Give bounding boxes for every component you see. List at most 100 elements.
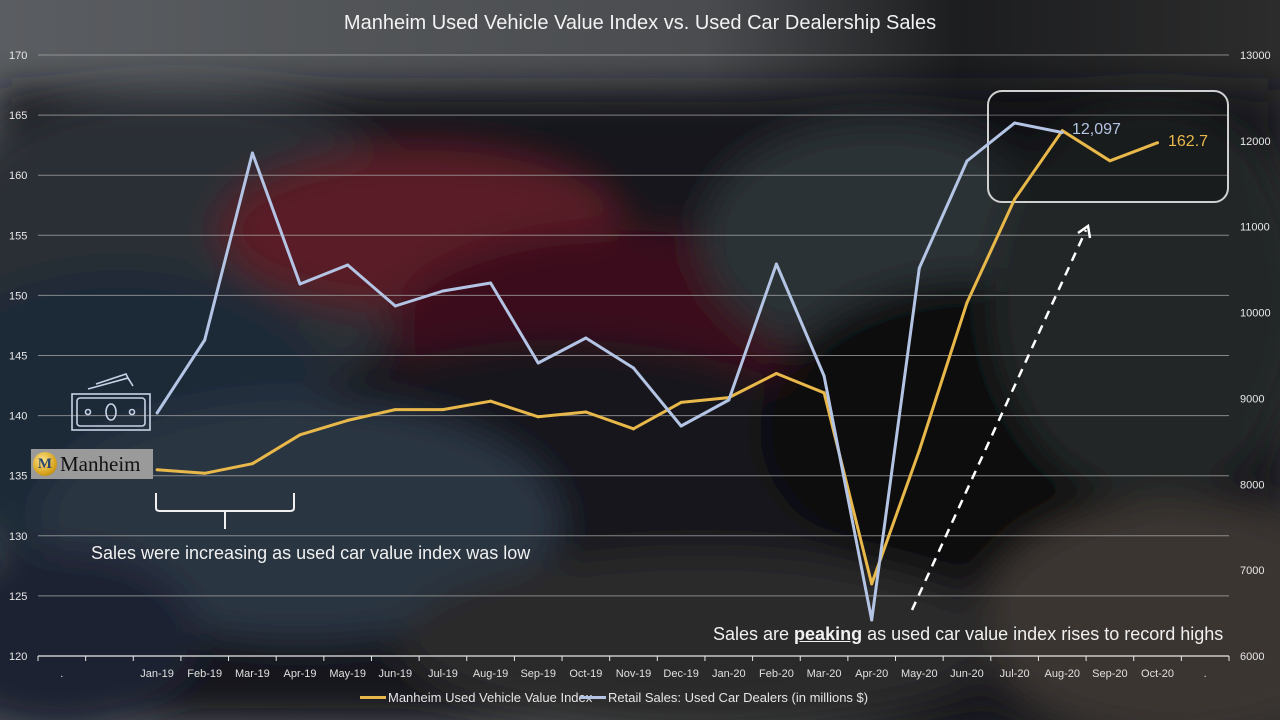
data-point-index <box>1156 141 1160 145</box>
chart-title: Manheim Used Vehicle Value Index vs. Use… <box>343 12 937 34</box>
right-axis-tick-label: 11000 <box>1240 222 1270 234</box>
right-axis-ticks: 6000 7000 8000 9000 10000 11000 12000 13000 <box>1240 50 1271 663</box>
data-point-index <box>250 462 254 466</box>
x-axis-tick-label: Feb-19 <box>187 668 222 680</box>
data-point-sales <box>727 398 731 402</box>
dashed-arrow <box>910 223 1092 611</box>
data-point-sales <box>1060 131 1064 135</box>
right-axis-tick-label: 8000 <box>1240 479 1264 491</box>
annotation-peaking-bold: peaking <box>794 624 863 644</box>
data-point-sales <box>870 618 874 622</box>
bracket-annotation <box>155 493 295 529</box>
x-axis-tick-label: May-19 <box>329 668 366 680</box>
data-point-index <box>393 408 397 412</box>
legend-item-sales: Retail Sales: Used Car Dealers (in milli… <box>580 690 868 705</box>
data-point-sales <box>1013 121 1017 125</box>
left-axis-tick-label: 135 <box>9 471 27 483</box>
data-point-sales <box>917 266 921 270</box>
index-data-label: 162.7 <box>1168 133 1209 150</box>
annotation-peaking-post: as used car value index rises to record … <box>862 624 1224 644</box>
data-point-sales <box>250 151 254 155</box>
legend-swatch-sales <box>580 696 606 699</box>
data-point-sales <box>489 281 493 285</box>
legend-item-index: Manheim Used Vehicle Value Index <box>360 690 592 705</box>
right-axis-tick-label: 9000 <box>1240 393 1264 405</box>
data-point-sales <box>155 411 159 415</box>
legend-label-sales: Retail Sales: Used Car Dealers (in milli… <box>608 690 869 705</box>
left-axis-tick-label: 150 <box>9 290 27 302</box>
x-axis-tick-label: Apr-19 <box>284 668 317 680</box>
data-point-sales <box>632 366 635 370</box>
annotation-peaking: Sales are peaking as used car value inde… <box>713 624 1223 645</box>
x-axis <box>37 655 1230 661</box>
left-axis-tick-label: 130 <box>9 531 27 543</box>
legend-label-index: Manheim Used Vehicle Value Index <box>388 690 593 705</box>
x-axis-tick-label: Jan-19 <box>140 668 174 680</box>
data-point-index <box>1013 197 1017 201</box>
series-line-sales <box>155 121 1063 622</box>
data-point-index <box>203 471 207 475</box>
right-axis-tick-label: 6000 <box>1240 651 1264 663</box>
right-axis-tick-label: 7000 <box>1240 565 1264 577</box>
data-point-sales <box>965 159 969 163</box>
x-axis-tick-label: Oct-19 <box>569 668 602 680</box>
x-axis-tick-label: Mar-19 <box>235 668 270 680</box>
data-point-index <box>774 372 778 376</box>
annotation-peaking-pre: Sales are <box>713 624 795 644</box>
x-axis-tick-label: Aug-19 <box>473 668 508 680</box>
data-point-index <box>1108 159 1112 163</box>
left-axis-tick-label: 145 <box>9 351 27 363</box>
manheim-logo-text: Manheim <box>60 451 141 476</box>
highlight-box <box>987 90 1229 203</box>
data-point-index <box>155 468 159 472</box>
data-point-index <box>536 415 540 419</box>
data-point-index <box>965 301 969 305</box>
gridlines <box>38 54 1229 597</box>
data-point-index <box>632 427 635 431</box>
left-axis-tick-label: 140 <box>9 411 27 423</box>
manheim-logo: M Manheim <box>31 449 153 479</box>
data-point-index <box>822 391 826 395</box>
left-axis-tick-label: 160 <box>9 170 27 182</box>
data-point-index <box>298 433 302 437</box>
x-axis-tick-label: Dec-19 <box>663 668 698 680</box>
annotation-low-index: Sales were increasing as used car value … <box>91 543 531 563</box>
data-point-sales <box>679 424 683 428</box>
x-axis-tick-label: Jan-20 <box>712 668 746 680</box>
x-axis-tick-label: Sep-19 <box>520 668 555 680</box>
legend-swatch-index <box>360 696 386 699</box>
x-axis-tick-label: Oct-20 <box>1141 668 1174 680</box>
data-point-index <box>679 400 683 404</box>
series-lines <box>155 121 1160 622</box>
sales-data-label: 12,097 <box>1072 121 1121 138</box>
x-axis-tick-label: Apr-20 <box>855 668 888 680</box>
x-axis-tick-label: Aug-20 <box>1045 668 1080 680</box>
data-point-sales <box>774 262 778 266</box>
manheim-logo-coin: M <box>33 452 57 476</box>
data-point-sales <box>822 374 826 378</box>
data-point-index <box>441 408 445 412</box>
x-axis-tick-label: Sep-20 <box>1092 668 1127 680</box>
data-point-sales <box>203 338 207 342</box>
data-point-index <box>346 418 350 422</box>
right-axis-tick-label: 10000 <box>1240 308 1271 320</box>
left-axis-tick-label: 155 <box>9 230 27 242</box>
left-axis-tick-label: 125 <box>9 591 27 603</box>
data-point-index <box>870 582 874 586</box>
x-axis-tick-label: Jul-20 <box>1000 668 1030 680</box>
x-axis-tick-label: Jul-19 <box>428 668 458 680</box>
data-point-sales <box>584 336 588 340</box>
x-axis-tick-label: Feb-20 <box>759 668 794 680</box>
x-axis-tick-label: Nov-19 <box>616 668 651 680</box>
right-axis-tick-label: 12000 <box>1240 136 1271 148</box>
left-axis-tick-label: 165 <box>9 110 27 122</box>
x-axis-tick-label: Jun-19 <box>378 668 412 680</box>
right-axis-tick-label: 13000 <box>1240 50 1271 62</box>
left-axis-ticks: 120 125 130 135 140 145 150 155 160 165 170 <box>9 50 27 663</box>
x-axis-tick-label: May-20 <box>901 668 938 680</box>
x-axis-tick-label: Mar-20 <box>807 668 842 680</box>
data-point-index <box>584 410 588 414</box>
data-point-sales <box>298 282 302 286</box>
x-axis-tick-label: . <box>60 668 63 680</box>
